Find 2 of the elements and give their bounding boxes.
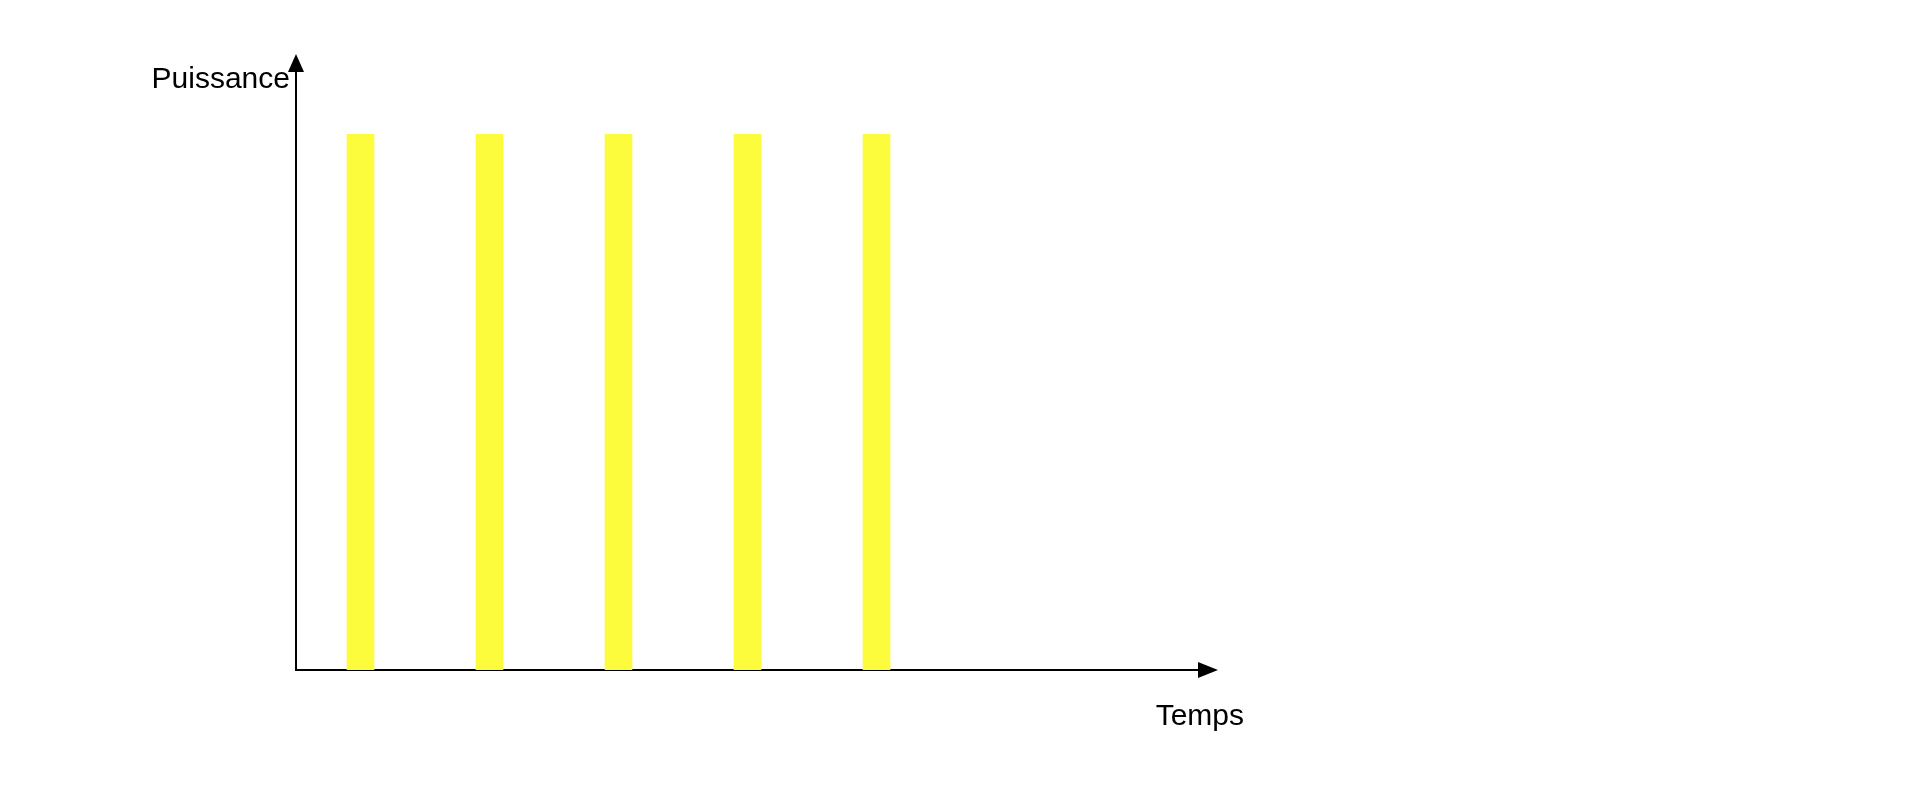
text: Temps — [1155, 698, 1244, 732]
y-axis-title: Puissance — [151, 61, 290, 95]
